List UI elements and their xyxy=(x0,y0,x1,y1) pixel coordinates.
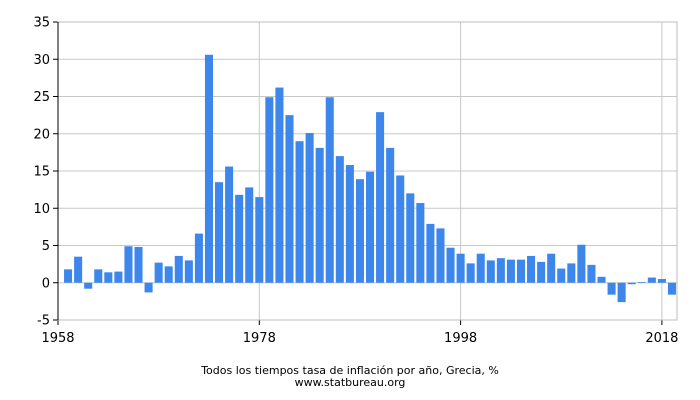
bars xyxy=(64,54,676,303)
y-tick-label: 20 xyxy=(33,127,50,142)
bar xyxy=(194,233,203,283)
bar xyxy=(506,259,515,283)
bar xyxy=(84,282,93,289)
bar xyxy=(486,260,495,283)
bar xyxy=(325,97,334,283)
x-tick-label: 1998 xyxy=(444,331,477,346)
y-tick-label: 0 xyxy=(42,276,50,291)
bar xyxy=(406,193,415,283)
bar xyxy=(647,277,656,283)
bar xyxy=(74,256,83,283)
bar xyxy=(154,262,163,283)
x-tick-label: 2018 xyxy=(645,331,678,346)
x-tick-label: 1978 xyxy=(243,331,276,346)
bar xyxy=(275,87,284,283)
bar xyxy=(567,263,576,283)
bar xyxy=(345,165,354,283)
bar xyxy=(114,271,123,283)
bar xyxy=(667,282,676,295)
bar xyxy=(537,261,546,283)
bar xyxy=(376,112,385,283)
y-tick-label: 35 xyxy=(33,16,50,31)
y-tick-label: 15 xyxy=(33,165,50,180)
y-tick-label: -5 xyxy=(37,314,50,329)
bar xyxy=(134,246,143,283)
y-tick-label: 10 xyxy=(33,202,50,217)
bar xyxy=(466,263,475,283)
bar xyxy=(365,171,375,283)
bar xyxy=(305,133,314,283)
chart-caption-source: www.statbureau.org xyxy=(294,376,406,389)
bar xyxy=(577,244,586,283)
bar xyxy=(627,282,636,285)
bar xyxy=(426,223,435,283)
bar xyxy=(516,259,526,283)
bar xyxy=(64,269,73,283)
y-tick-label: 30 xyxy=(33,53,50,68)
bar xyxy=(225,166,234,283)
bar xyxy=(315,147,324,283)
bar xyxy=(104,272,113,283)
bar xyxy=(215,182,224,283)
bar xyxy=(396,175,405,283)
bar xyxy=(235,194,244,283)
chart-caption-title: Todos los tiempos tasa de inflación por … xyxy=(201,364,499,377)
bar xyxy=(607,282,616,295)
axes xyxy=(53,21,678,325)
tick-labels: -5 0 5 10 15 20 25 30 35 1958 1978 1998 2018 xyxy=(33,16,678,347)
bar xyxy=(124,246,133,283)
bar xyxy=(386,147,395,283)
bar xyxy=(285,115,294,283)
bar xyxy=(174,255,183,283)
bar xyxy=(587,264,596,283)
bar xyxy=(245,187,254,283)
bar xyxy=(496,258,505,283)
bar xyxy=(547,253,556,283)
bar xyxy=(204,54,214,283)
bar xyxy=(265,97,274,283)
bar xyxy=(416,203,425,283)
bar xyxy=(446,247,455,283)
bar xyxy=(255,197,264,283)
bar xyxy=(456,253,465,283)
bar xyxy=(335,156,344,283)
bar xyxy=(295,141,304,283)
bar xyxy=(144,282,153,293)
bar xyxy=(527,255,536,283)
bar xyxy=(617,282,626,303)
bar xyxy=(355,179,364,283)
bar xyxy=(94,269,103,283)
bar xyxy=(657,279,666,283)
x-tick-label: 1958 xyxy=(41,331,74,346)
bar xyxy=(436,228,445,283)
bar xyxy=(637,282,646,283)
bar xyxy=(164,266,173,283)
bar xyxy=(597,276,606,283)
bar xyxy=(476,253,485,283)
bar xyxy=(557,268,566,283)
y-tick-label: 5 xyxy=(42,239,50,254)
bar xyxy=(184,260,193,283)
y-tick-label: 25 xyxy=(33,90,50,105)
